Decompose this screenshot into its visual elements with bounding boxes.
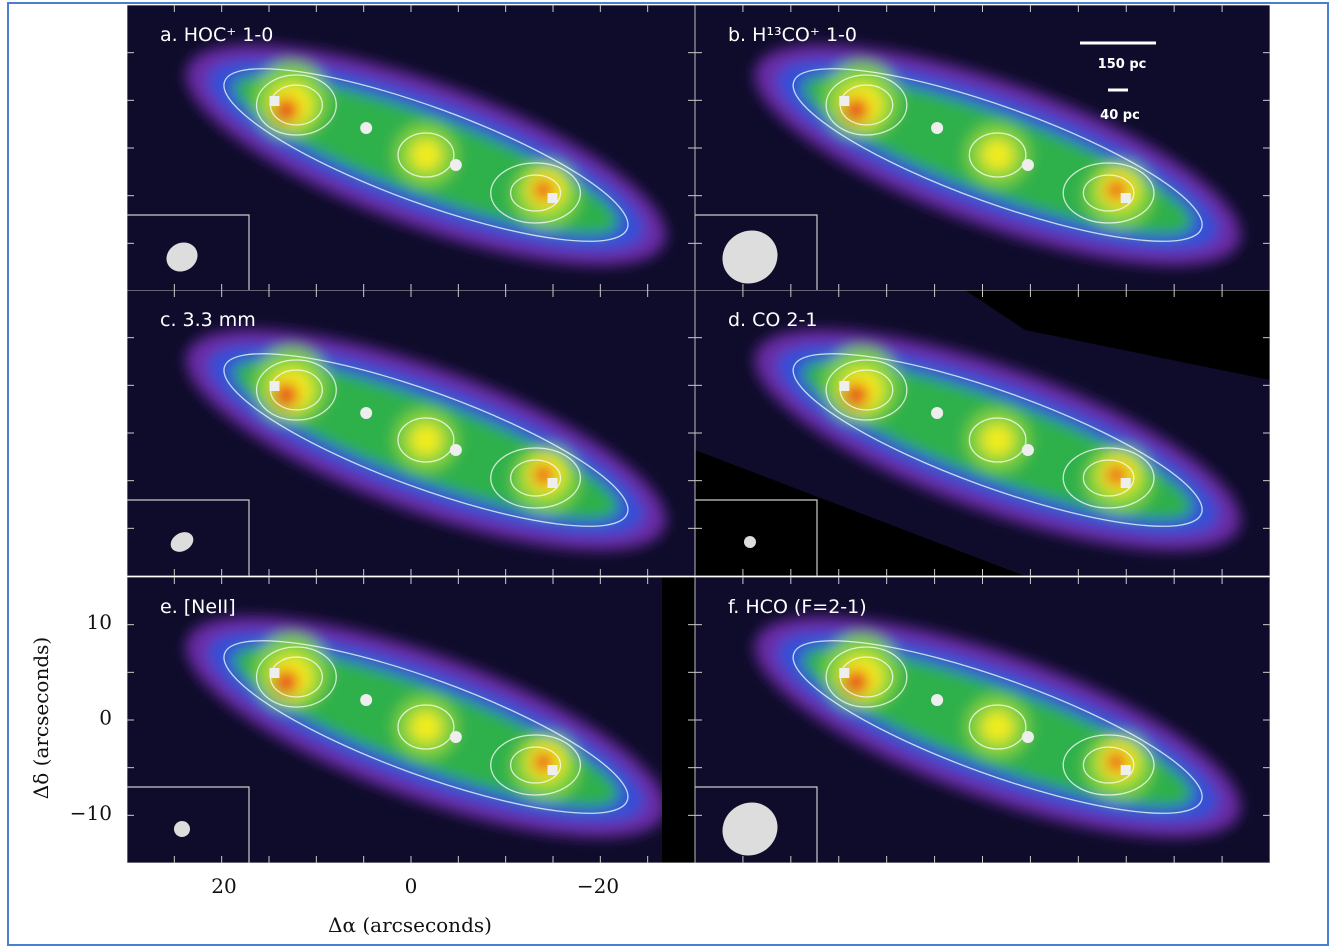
panel: c. 3.3 mm	[127, 285, 695, 595]
panel-label: c. 3.3 mm	[160, 309, 256, 331]
panel-label: b. H¹³CO⁺ 1-0	[728, 24, 857, 46]
x-axis-label: Δα (arcseconds)	[328, 913, 492, 937]
y-tick-label: 0	[99, 706, 112, 730]
panel-label: d. CO 2-1	[728, 309, 817, 331]
panel: d. CO 2-1	[695, 285, 1270, 595]
y-tick-label: −10	[70, 801, 112, 825]
panel-label: f. HCO (F=2-1)	[728, 596, 867, 618]
panel-label: e. [NeII]	[160, 596, 236, 618]
y-axis-label: Δδ (arcseconds)	[29, 637, 53, 799]
panel: e. [NeII]	[127, 572, 702, 882]
figure: a. HOC⁺ 1-0 b. H¹³CO⁺ 1-0 c. 3.3 mm d. CO 2…	[0, 0, 1333, 949]
panel: a. HOC⁺ 1-0	[127, 0, 695, 310]
panel-label: a. HOC⁺ 1-0	[160, 24, 273, 46]
x-tick-label: 20	[211, 874, 236, 898]
x-tick-label: −20	[577, 874, 619, 898]
panels: a. HOC⁺ 1-0 b. H¹³CO⁺ 1-0 c. 3.3 mm d. CO 2…	[70, 0, 1270, 898]
panel: f. HCO (F=2-1)	[695, 572, 1270, 882]
scale-bar-label: 40 pc	[1100, 108, 1140, 123]
x-tick-label: 0	[405, 874, 418, 898]
panel: b. H¹³CO⁺ 1-0	[695, 0, 1270, 310]
y-tick-label: 10	[87, 610, 112, 634]
scale-bar-label: 150 pc	[1098, 57, 1147, 72]
